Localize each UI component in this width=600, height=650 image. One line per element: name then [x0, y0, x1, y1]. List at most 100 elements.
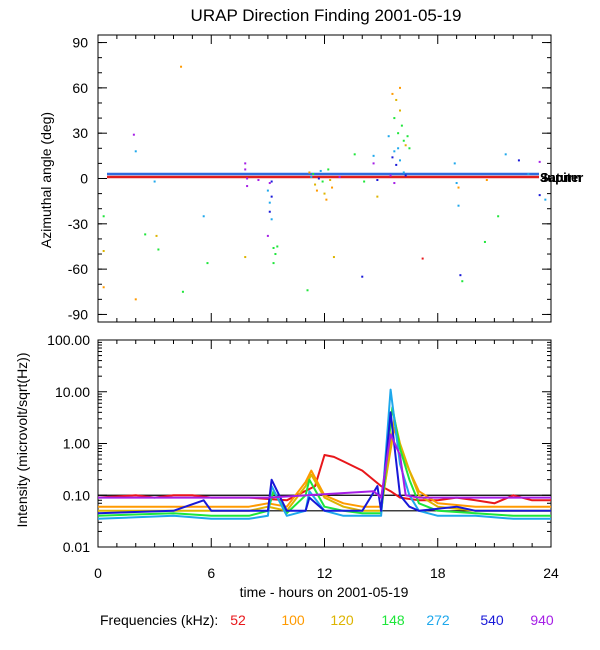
- azimuth-point-540: [317, 177, 320, 180]
- intensity-series-100: [98, 426, 551, 508]
- azimuth-point-148: [363, 180, 366, 183]
- azimuth-point-120: [404, 144, 407, 147]
- azimuth-point-540: [459, 274, 462, 277]
- azimuth-point-272: [319, 169, 322, 172]
- azimuth-point-100: [485, 179, 488, 182]
- azimuth-tick-label: -90: [68, 306, 88, 322]
- azimuth-point-272: [504, 153, 507, 156]
- azimuth-point-148: [497, 215, 500, 218]
- azimuth-point-272: [399, 159, 401, 162]
- azimuth-point-272: [134, 150, 137, 153]
- azimuth-point-540: [404, 174, 407, 177]
- azimuth-point-148: [397, 132, 400, 135]
- azimuth-point-52: [421, 257, 424, 260]
- azimuth-point-100: [457, 186, 460, 189]
- azimuth-plot-frame: [97, 34, 552, 323]
- azimuth-point-100: [102, 286, 105, 289]
- azimuth-point-148: [102, 215, 105, 218]
- azimuth-tick-label: 30: [72, 125, 88, 141]
- azimuth-point-940: [244, 168, 247, 171]
- legend-item-940: 940: [530, 612, 554, 628]
- azimuth-point-100: [315, 189, 318, 192]
- azimuth-point-148: [321, 180, 324, 183]
- legend-item-120: 120: [330, 612, 354, 628]
- azimuth-point-540: [270, 180, 273, 183]
- intensity-tick-label: 1.00: [63, 436, 90, 452]
- intensity-series-148: [97, 406, 551, 517]
- azimuth-point-540: [391, 156, 394, 159]
- time-tick-label: 18: [430, 565, 446, 581]
- azimuth-point-120: [332, 256, 335, 259]
- azimuth-tick-label: -60: [68, 261, 88, 277]
- legend-item-52: 52: [230, 612, 246, 628]
- azimuth-point-272: [393, 150, 396, 153]
- azimuth-point-272: [387, 135, 390, 138]
- intensity-series-272: [97, 388, 551, 520]
- intensity-tick-label: 10.00: [55, 384, 90, 400]
- azimuth-point-148: [272, 262, 275, 265]
- azimuth-point-148: [276, 245, 279, 248]
- azimuth-point-148: [483, 240, 486, 243]
- time-tick-label: 24: [543, 565, 559, 581]
- azimuth-point-120: [395, 98, 398, 101]
- azimuth-tick-label: 90: [72, 35, 88, 51]
- azimuth-point-272: [457, 204, 460, 207]
- azimuth-point-148: [393, 117, 396, 120]
- azimuth-point-272: [268, 201, 271, 204]
- azimuth-ticks: 90 60 30 0 -30 -60 -90: [68, 35, 552, 322]
- azimuth-point-148: [406, 135, 409, 138]
- azimuth-point-120: [329, 179, 332, 182]
- azimuth-point-940: [132, 133, 135, 136]
- azimuth-points: [102, 65, 547, 301]
- azimuth-point-940: [244, 162, 247, 165]
- azimuth-point-100: [134, 298, 137, 301]
- azimuth-point-272: [266, 189, 269, 192]
- chart-title: URAP Direction Finding 2001-05-19: [191, 6, 462, 25]
- azimuth-point-272: [202, 215, 205, 218]
- time-tick-label: 6: [207, 565, 215, 581]
- azimuth-point-272: [455, 182, 458, 185]
- azimuth-tick-label: 60: [72, 80, 88, 96]
- azimuth-point-540: [268, 210, 271, 213]
- azimuth-point-940: [538, 160, 541, 163]
- azimuth-point-148: [312, 172, 315, 175]
- azimuth-point-148: [306, 289, 309, 292]
- azimuth-point-540: [270, 195, 273, 198]
- legend-item-100: 100: [281, 612, 305, 628]
- azimuth-point-940: [246, 177, 249, 180]
- azimuth-point-120: [376, 195, 379, 198]
- azimuth-point-272: [397, 147, 400, 150]
- azimuth-point-272: [310, 175, 313, 178]
- azimuth-ylabel: Azimuthal angle (deg): [38, 112, 54, 248]
- azimuth-point-120: [323, 192, 326, 195]
- azimuth-point-148: [144, 233, 147, 236]
- azimuth-point-100: [331, 186, 334, 189]
- intensity-series-540: [97, 411, 551, 515]
- azimuth-point-148: [274, 253, 277, 256]
- azimuth-point-272: [270, 218, 273, 221]
- azimuth-point-120: [244, 256, 247, 259]
- azimuth-point-940: [389, 174, 392, 177]
- time-tick-label: 0: [94, 565, 102, 581]
- intensity-series-940: [98, 433, 551, 499]
- azimuth-point-148: [327, 168, 330, 171]
- saturn-label: Saturn: [540, 170, 581, 185]
- azimuth-tick-label: -30: [68, 216, 88, 232]
- time-tick-label: 12: [317, 565, 333, 581]
- planet-reference-lines: [107, 172, 539, 179]
- azimuth-point-940: [393, 182, 396, 185]
- azimuth-point-540: [517, 159, 520, 162]
- azimuth-point-120: [155, 234, 158, 237]
- intensity-tick-label: 0.10: [63, 487, 90, 503]
- azimuth-point-540: [538, 194, 541, 197]
- azimuth-point-940: [372, 162, 375, 165]
- intensity-ticks: 100.00 10.00 1.00 0.10 0.010 6 12 18 24: [47, 332, 559, 581]
- azimuth-point-120: [314, 183, 317, 186]
- azimuth-point-940: [257, 179, 260, 182]
- intensity-tick-label: 100.00: [47, 332, 90, 348]
- azimuth-point-100: [180, 65, 183, 68]
- azimuth-panel: 90 60 30 0 -30 -60 -90 Saturn Jupiter Azimutha…: [38, 34, 583, 323]
- azimuth-point-540: [395, 163, 398, 166]
- azimuth-point-148: [206, 262, 209, 265]
- legend-item-540: 540: [480, 612, 504, 628]
